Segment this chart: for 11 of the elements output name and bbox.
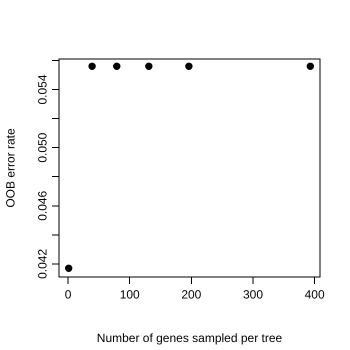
x-axis-title: Number of genes sampled per tree (96, 331, 283, 346)
x-tick-label: 100 (120, 288, 140, 302)
y-axis-title: OOB error rate (4, 128, 18, 208)
x-tick-label: 0 (64, 288, 72, 302)
y-tick-label: 0.046 (35, 190, 50, 221)
y-tick-label: 0.054 (35, 74, 50, 105)
x-tick-label: 300 (242, 288, 264, 302)
x-tick-label: 200 (181, 288, 202, 302)
y-tick-label: 0.042 (35, 248, 50, 279)
x-tick-label: 400 (304, 288, 325, 302)
y-tick-label: 0.050 (35, 132, 50, 163)
